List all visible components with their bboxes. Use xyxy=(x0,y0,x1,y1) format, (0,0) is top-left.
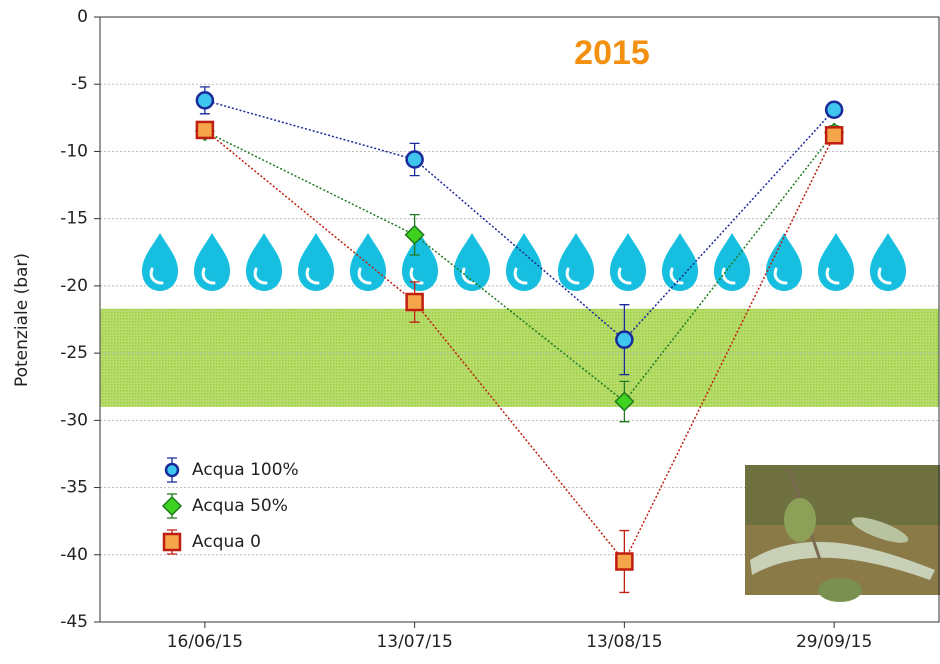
y-tick-label: -30 xyxy=(60,410,88,430)
water-drop xyxy=(816,231,856,293)
y-tick-label: -25 xyxy=(60,343,88,363)
water-drop xyxy=(868,231,908,293)
y-tick-label: -20 xyxy=(60,276,88,296)
data-point xyxy=(405,150,424,169)
data-point xyxy=(195,120,215,140)
data-point xyxy=(405,292,424,312)
legend-label: Acqua 50% xyxy=(192,496,288,516)
water-drop xyxy=(608,231,648,293)
x-tick-label: 13/07/15 xyxy=(376,632,452,652)
water-drops xyxy=(140,231,908,293)
data-point xyxy=(615,552,634,571)
water-drop xyxy=(660,231,700,293)
legend-marker xyxy=(162,532,182,552)
water-drop xyxy=(296,231,336,293)
x-tick-label: 13/08/15 xyxy=(586,632,662,652)
water-drop xyxy=(712,231,752,293)
y-tick-label: -15 xyxy=(60,209,88,229)
water-drop xyxy=(348,231,388,293)
shaded-band xyxy=(100,308,939,407)
data-point xyxy=(824,100,844,120)
olive-photo xyxy=(745,465,940,602)
legend-marker xyxy=(161,495,183,517)
data-point xyxy=(824,126,844,145)
water-drop xyxy=(764,231,804,293)
legend-label: Acqua 100% xyxy=(192,460,299,480)
y-tick-label: -35 xyxy=(60,478,88,498)
y-axis-label: Potenziale (bar) xyxy=(12,253,32,387)
series-line xyxy=(204,130,835,403)
legend-marker xyxy=(164,462,180,478)
water-drop xyxy=(140,231,180,293)
y-tick-label: -40 xyxy=(60,545,88,565)
legend-label: Acqua 0 xyxy=(192,532,261,552)
water-drop xyxy=(244,231,284,293)
data-point xyxy=(615,330,634,349)
plot-frame xyxy=(99,16,940,623)
water-drop xyxy=(192,231,232,293)
water-drop xyxy=(452,231,492,293)
data-point xyxy=(404,224,425,245)
x-tick-label: 29/09/15 xyxy=(796,632,872,652)
y-tick-label: -10 xyxy=(60,141,88,161)
chart-title: 2015 xyxy=(574,34,650,72)
x-tick-label: 16/06/15 xyxy=(167,632,243,652)
y-tick-label: -45 xyxy=(60,612,88,632)
water-drop xyxy=(400,231,440,293)
y-tick-label: -5 xyxy=(71,74,88,94)
series-line xyxy=(204,99,835,341)
data-point xyxy=(195,91,215,110)
water-drop xyxy=(556,231,596,293)
y-tick-label: 0 xyxy=(77,7,88,27)
data-point xyxy=(614,391,635,412)
